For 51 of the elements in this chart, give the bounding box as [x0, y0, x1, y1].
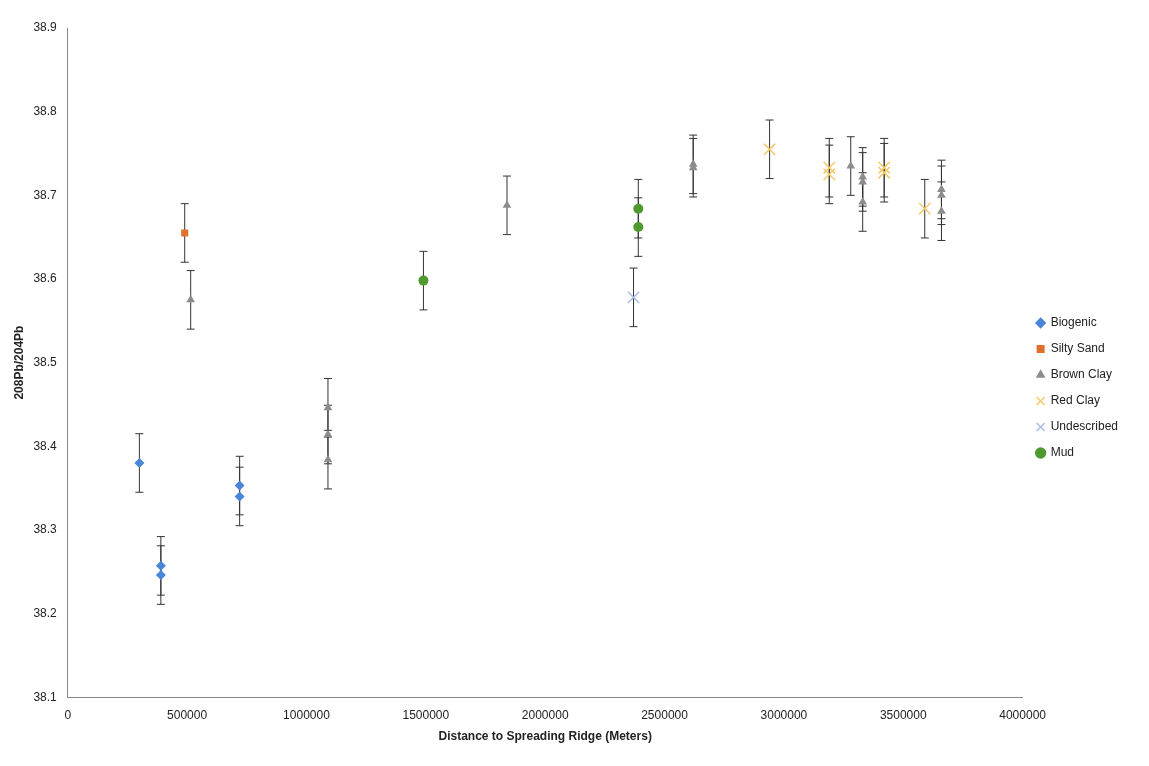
x-tick-label: 1000000 [283, 707, 331, 722]
x-tick-label: 4000000 [999, 707, 1047, 722]
point [155, 560, 166, 571]
legend-label: Biogenic [1050, 315, 1097, 330]
y-tick-label: 38.5 [33, 354, 58, 369]
legend-label: Red Clay [1050, 393, 1100, 408]
x-tick-label: 3000000 [760, 707, 808, 722]
point [937, 206, 946, 214]
x-tick-label: 3500000 [879, 707, 927, 722]
point [858, 196, 868, 205]
point [633, 203, 644, 214]
point [234, 480, 245, 491]
point [846, 161, 856, 169]
x-axis-title: Distance to Spreading Ridge (Meters) [438, 729, 652, 744]
y-tick-label: 38.7 [33, 187, 58, 202]
y-tick-label: 38.2 [33, 605, 58, 620]
x-tick-label: 2000000 [521, 707, 569, 722]
y-tick-label: 38.3 [33, 522, 58, 537]
point [502, 200, 512, 208]
y-axis-title: 208Pb/204Pb [11, 325, 26, 400]
point [627, 290, 640, 304]
legend-label: Silty Sand [1050, 341, 1105, 356]
point [134, 457, 145, 468]
point [877, 166, 891, 180]
point [186, 294, 196, 303]
point [822, 161, 836, 175]
x-tick-label: 2500000 [641, 707, 689, 722]
y-tick-label: 38.6 [33, 271, 58, 286]
point [418, 275, 429, 286]
point [323, 402, 333, 411]
point [937, 184, 946, 192]
y-tick-label: 38.9 [33, 20, 58, 35]
point [181, 229, 189, 237]
point [877, 161, 891, 175]
x-tick-label: 500000 [167, 707, 208, 722]
point [323, 454, 333, 463]
legend-label: Brown Clay [1050, 367, 1112, 382]
point [763, 142, 776, 156]
point [323, 429, 333, 438]
point [822, 167, 836, 181]
x-tick-label: 0 [64, 707, 72, 722]
y-tick-label: 38.1 [33, 689, 58, 704]
legend-label: Mud [1050, 445, 1074, 460]
y-tick-label: 38.8 [33, 103, 58, 118]
point [155, 570, 166, 581]
y-tick-label: 38.4 [33, 438, 58, 453]
legend-label: Undescribed [1050, 419, 1118, 434]
point [918, 202, 932, 216]
point [234, 491, 245, 502]
x-tick-label: 1500000 [402, 707, 450, 722]
point [633, 222, 644, 233]
